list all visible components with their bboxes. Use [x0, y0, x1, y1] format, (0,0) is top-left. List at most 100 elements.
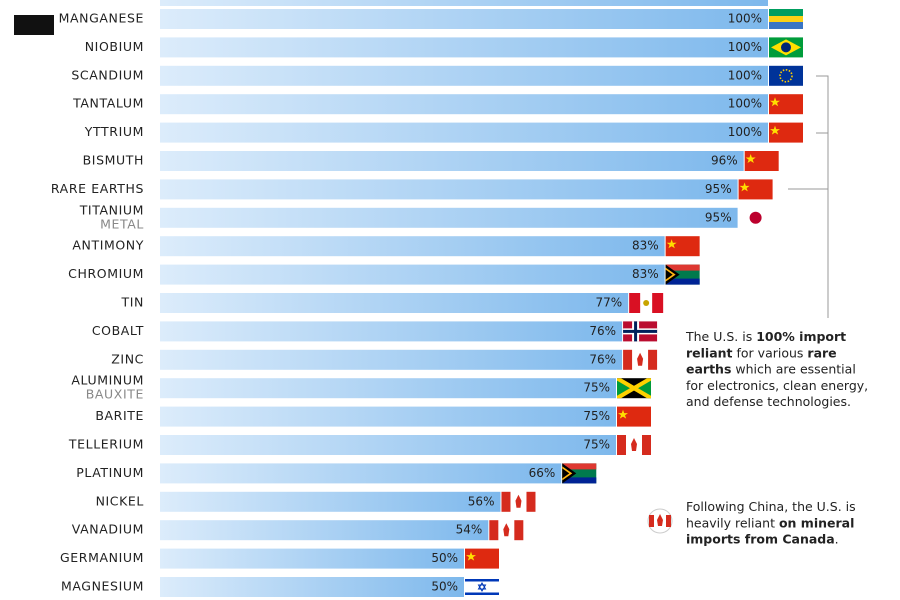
flag	[617, 435, 651, 455]
annotation-text: for various	[733, 345, 808, 360]
category-sublabel: BAUXITE	[86, 387, 144, 402]
annotation-text: .	[835, 531, 839, 546]
category-label: TANTALUM	[72, 96, 144, 111]
flag	[465, 577, 499, 597]
flag-part	[617, 378, 634, 399]
bar	[160, 435, 616, 455]
flag	[489, 520, 524, 541]
flag-part	[781, 42, 791, 53]
flag-part	[739, 182, 750, 192]
annotation-line: The U.S. is 100% import	[685, 329, 846, 344]
flag-part	[749, 211, 762, 224]
bar	[160, 548, 464, 569]
logo	[14, 15, 54, 35]
flag-part	[637, 352, 644, 366]
value-label: 100%	[728, 97, 762, 111]
category-label: TITANIUM	[79, 202, 144, 217]
category-label: VANADIUM	[72, 522, 144, 537]
annotation-text: imports from Canada	[686, 531, 835, 546]
value-label: 54%	[456, 523, 483, 537]
category-sublabel: METAL	[100, 216, 144, 231]
flag-part	[562, 468, 570, 479]
category-label: NIOBIUM	[85, 39, 144, 54]
value-label: 100%	[728, 125, 762, 139]
flag-part	[618, 409, 628, 419]
flag	[617, 378, 651, 399]
value-label: 100%	[728, 40, 762, 54]
bar	[160, 406, 616, 427]
bar	[160, 37, 768, 58]
category-label: ALUMINUM	[71, 373, 144, 388]
flag-part	[769, 94, 803, 115]
bar	[160, 577, 464, 597]
flag	[665, 264, 700, 285]
flag-part	[617, 378, 651, 399]
flag	[769, 65, 803, 86]
flag-part	[779, 69, 793, 83]
flag-part	[515, 494, 522, 508]
flag-part	[526, 491, 536, 512]
flag-part	[769, 16, 803, 22]
flag-part	[623, 329, 658, 333]
value-label: 77%	[595, 296, 622, 310]
flag	[629, 293, 664, 313]
value-label: 76%	[589, 324, 616, 338]
annotation-line: heavily reliant on mineral	[686, 515, 854, 530]
bracket	[788, 75, 829, 318]
annotation-text: earths	[686, 361, 731, 376]
value-label: 83%	[632, 267, 659, 281]
flag-part	[652, 293, 664, 313]
category-label: GERMANIUM	[60, 550, 144, 565]
category-label: PLATINUM	[76, 465, 144, 480]
flag	[501, 491, 536, 512]
annotation-text: which are essential	[731, 361, 855, 376]
flag	[617, 406, 651, 427]
category-label: RARE EARTHS	[51, 181, 144, 196]
flag-part	[465, 548, 499, 569]
flag-part	[769, 9, 803, 16]
value-label: 83%	[632, 239, 659, 253]
cut-bar	[160, 0, 768, 6]
flag-part	[648, 349, 658, 370]
flag-part	[745, 154, 756, 163]
flag	[562, 463, 597, 484]
flag	[465, 548, 499, 569]
flag-part	[503, 523, 510, 537]
annotation-line: and defense technologies.	[686, 394, 851, 409]
bar	[160, 264, 665, 285]
category-label: ZINC	[111, 351, 144, 366]
flag	[769, 37, 803, 58]
annotation-line: imports from Canada.	[686, 531, 839, 546]
flag-part	[629, 293, 641, 313]
category-label: NICKEL	[96, 493, 144, 508]
category-label: BISMUTH	[83, 153, 144, 168]
annotation-text: for electronics, clean energy,	[686, 377, 868, 392]
flag-part	[617, 435, 626, 455]
flag-part	[642, 435, 651, 455]
bar	[160, 65, 768, 86]
flag-part	[665, 269, 673, 280]
flag	[769, 9, 803, 29]
category-label: MANGANESE	[59, 11, 144, 26]
flag-part	[562, 463, 597, 470]
flag-part	[665, 264, 700, 271]
flag-part	[562, 477, 597, 484]
flag-part	[465, 579, 499, 582]
annotation-line: Following China, the U.S. is	[686, 499, 856, 514]
bar	[160, 94, 768, 115]
flag-part	[514, 520, 524, 541]
flag-part	[489, 520, 499, 541]
flag	[623, 349, 658, 370]
flag-part	[643, 300, 650, 306]
flag-part	[770, 97, 780, 107]
flag-part	[477, 582, 487, 592]
category-label: MAGNESIUM	[61, 579, 144, 594]
annotation-text: rare	[807, 345, 836, 360]
flag-part	[769, 22, 803, 29]
flag	[665, 236, 700, 257]
bar	[160, 207, 738, 228]
flag	[744, 151, 779, 171]
flag-part	[631, 438, 637, 451]
bar	[160, 321, 623, 342]
